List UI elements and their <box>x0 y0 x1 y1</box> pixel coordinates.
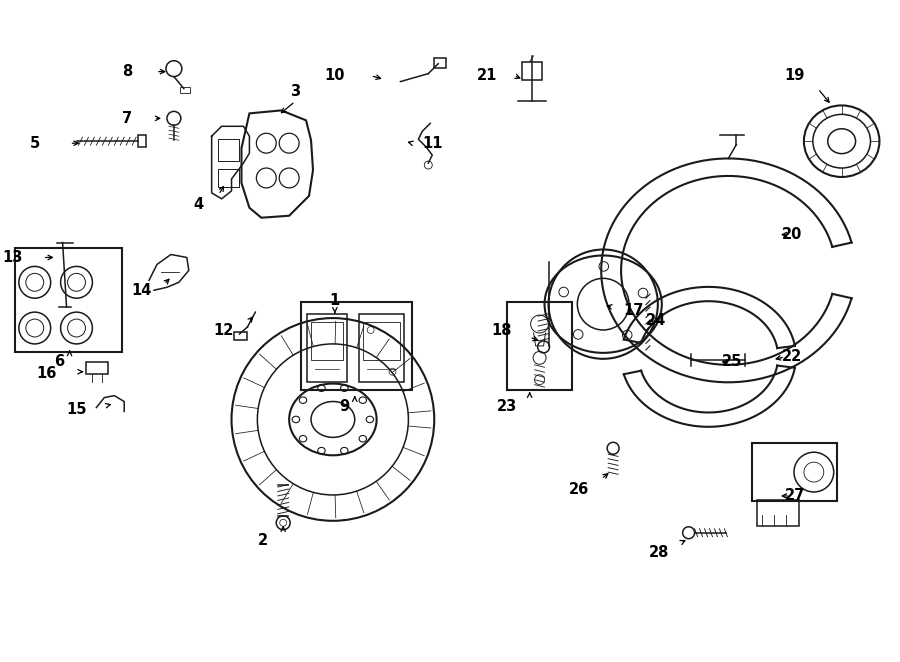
Bar <box>522 62 542 79</box>
Bar <box>307 314 346 382</box>
Bar <box>233 332 248 340</box>
Text: 16: 16 <box>36 366 57 381</box>
Bar <box>752 444 837 501</box>
Text: 13: 13 <box>3 250 22 265</box>
Text: 22: 22 <box>782 350 802 364</box>
Text: 1: 1 <box>329 293 340 308</box>
Text: 2: 2 <box>258 533 268 548</box>
Bar <box>180 87 190 93</box>
Bar <box>218 169 239 187</box>
Text: 10: 10 <box>324 68 345 83</box>
Text: 21: 21 <box>476 68 497 83</box>
Text: 19: 19 <box>785 68 805 83</box>
Text: 5: 5 <box>30 136 40 151</box>
Text: 15: 15 <box>66 402 86 417</box>
Text: 7: 7 <box>122 111 132 126</box>
Text: 3: 3 <box>290 84 301 99</box>
Text: 28: 28 <box>648 545 669 560</box>
Bar <box>311 322 343 360</box>
Text: 17: 17 <box>623 303 644 318</box>
Bar <box>15 248 122 352</box>
Text: 27: 27 <box>785 489 805 504</box>
Bar <box>218 139 239 161</box>
Text: 23: 23 <box>497 399 517 414</box>
Text: 20: 20 <box>781 227 802 242</box>
Bar <box>86 362 108 374</box>
Bar <box>434 58 446 68</box>
Text: 26: 26 <box>569 481 590 496</box>
Text: 14: 14 <box>131 283 152 298</box>
Text: 11: 11 <box>422 136 443 151</box>
Bar <box>359 314 404 382</box>
Text: 25: 25 <box>722 354 742 369</box>
Bar <box>757 500 799 526</box>
Text: 24: 24 <box>645 312 666 328</box>
Bar <box>507 302 572 390</box>
Text: 8: 8 <box>122 64 132 79</box>
Bar <box>302 302 412 390</box>
Bar <box>138 135 146 147</box>
Text: 9: 9 <box>339 399 350 414</box>
Text: 4: 4 <box>194 197 203 213</box>
Text: 12: 12 <box>213 322 233 338</box>
Text: 18: 18 <box>491 322 512 338</box>
Bar <box>363 322 400 360</box>
Text: 6: 6 <box>55 354 65 369</box>
